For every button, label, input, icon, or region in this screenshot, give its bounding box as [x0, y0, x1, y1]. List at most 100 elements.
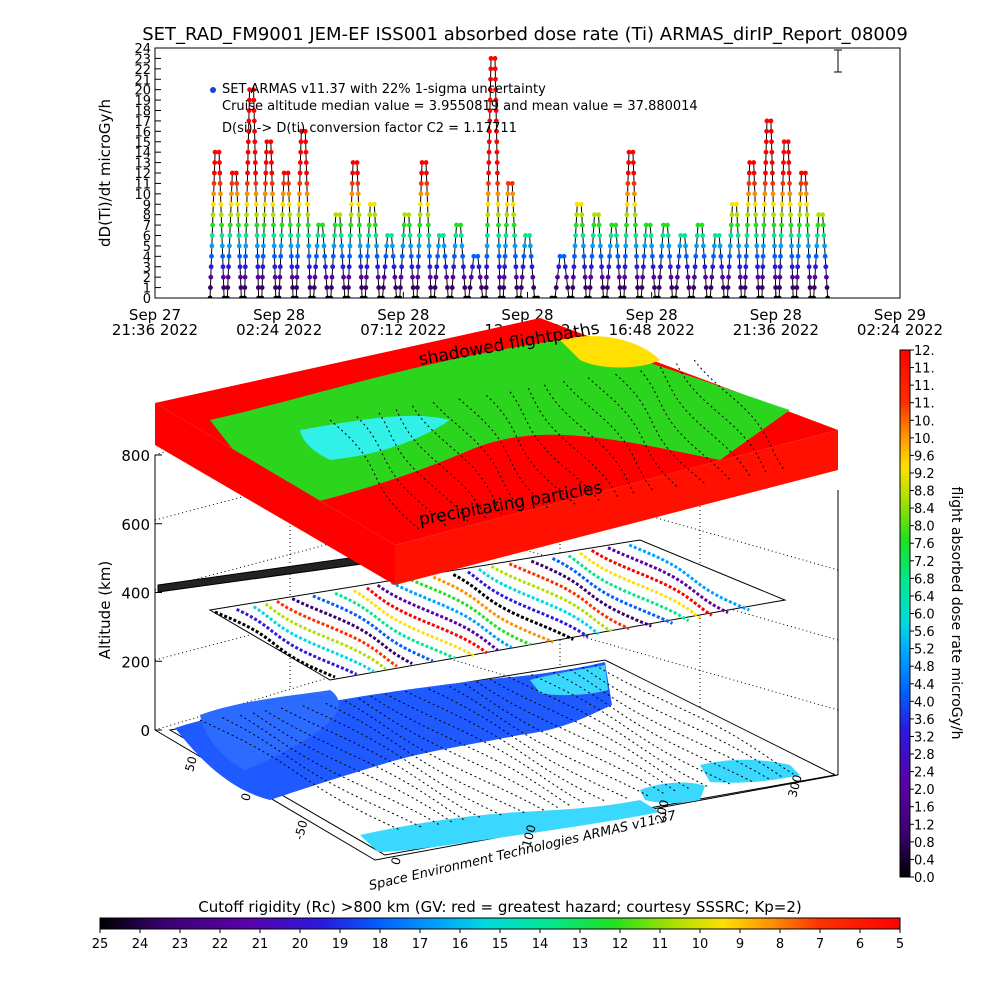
dose-point	[788, 233, 794, 238]
x-tick-label-time: 02:24 2022	[857, 321, 943, 339]
flight-track	[280, 707, 482, 819]
dose-point	[358, 253, 363, 259]
dose-point	[700, 243, 706, 249]
dose-point	[392, 274, 398, 280]
dose-point	[633, 222, 638, 228]
dose-point	[753, 222, 759, 228]
dose-point	[355, 170, 360, 176]
flight-track	[376, 583, 499, 652]
colorbar-bottom-tick-label: 22	[212, 937, 229, 952]
dose-point	[805, 243, 811, 249]
x-tick-label-date: Sep 27	[129, 306, 181, 324]
dose-point	[771, 222, 777, 228]
dose-point	[614, 243, 620, 249]
dose-spike-line	[261, 141, 277, 298]
y-tick-label: 14	[134, 146, 151, 161]
dose-point	[271, 243, 277, 249]
dose-point	[400, 243, 406, 249]
dose-point	[484, 243, 490, 249]
dose-point	[428, 285, 434, 290]
dose-point	[242, 274, 248, 280]
dose-point	[501, 274, 507, 280]
dose-point	[685, 274, 691, 280]
dose-point	[488, 56, 494, 61]
flight-track	[370, 695, 571, 807]
colorbar-right-tick-label: 7.6	[914, 537, 935, 552]
slab-yellow-edge	[560, 336, 660, 368]
dose-point	[243, 222, 249, 228]
dose-point	[729, 212, 735, 218]
dose-point	[364, 274, 369, 280]
dose-point	[233, 170, 239, 176]
dose-point	[769, 160, 775, 165]
flight-track	[509, 391, 601, 503]
dose-point	[211, 170, 217, 176]
dose-point	[676, 253, 682, 259]
flight-track	[329, 419, 421, 531]
dose-point	[263, 170, 269, 176]
colorbar-bottom-tick-label: 17	[412, 937, 429, 952]
dose-point	[227, 222, 233, 228]
dose-point	[504, 201, 510, 207]
dose-point	[634, 253, 639, 259]
dose-point	[346, 274, 352, 280]
dose-point	[358, 264, 364, 270]
y-tick-label: 1	[143, 282, 151, 297]
dose-point	[251, 108, 257, 113]
flight-track	[325, 702, 526, 814]
dose-point	[483, 285, 489, 290]
dose-point	[485, 191, 491, 197]
colorbar-right-tick-label: 1.2	[914, 818, 935, 833]
dose-point	[751, 160, 757, 165]
dose-point	[638, 295, 644, 298]
dose-point	[330, 264, 336, 270]
dose-point	[236, 222, 241, 228]
dose-point	[252, 149, 258, 155]
flight-track	[428, 688, 629, 800]
dose-point	[772, 253, 778, 259]
y-tick-label: 23	[134, 52, 151, 67]
y-tick-label: 5	[143, 240, 151, 255]
dose-point	[427, 253, 432, 259]
dose-point	[789, 264, 795, 270]
dose-point	[348, 222, 354, 228]
dose-point	[640, 274, 646, 280]
dose-point	[710, 264, 716, 270]
dose-point	[371, 201, 377, 207]
dose-point	[798, 191, 803, 197]
dose-point	[609, 222, 615, 228]
dose-point	[570, 274, 576, 280]
dose-point	[374, 253, 380, 259]
dose-point	[633, 243, 639, 249]
dose-point	[755, 285, 761, 290]
dose-point	[743, 264, 749, 270]
dose-point	[417, 222, 423, 228]
dose-point	[650, 264, 656, 270]
dose-point	[780, 170, 786, 176]
dose-point	[349, 181, 355, 186]
dose-point	[346, 264, 352, 270]
dose-point	[804, 201, 810, 207]
colorbar-right-tick-label: 9.2	[914, 467, 935, 482]
dose-point	[690, 295, 696, 298]
dose-point	[219, 222, 224, 228]
colorbar-right-tick-label: 5.6	[914, 625, 935, 640]
x-tick-label-time: 21:36 2022	[112, 321, 198, 339]
dose-point	[209, 243, 215, 249]
x-tick-label-date: Sep 28	[253, 306, 305, 324]
x-tick-label-date: Sep 28	[750, 306, 802, 324]
dose-point	[807, 285, 813, 290]
dose-point	[768, 128, 774, 134]
dose-point	[217, 181, 223, 186]
flight-track	[628, 543, 750, 612]
dose-point	[243, 243, 249, 249]
dose-point	[280, 191, 286, 197]
colorbar-right-tick-label: 9.6	[914, 449, 935, 464]
dose-point	[744, 243, 750, 249]
dose-point	[665, 233, 671, 238]
dose-point	[806, 253, 812, 259]
dose-point	[278, 243, 284, 249]
dose-point	[305, 201, 310, 207]
dose-point	[304, 191, 310, 197]
dose-point	[435, 253, 441, 259]
